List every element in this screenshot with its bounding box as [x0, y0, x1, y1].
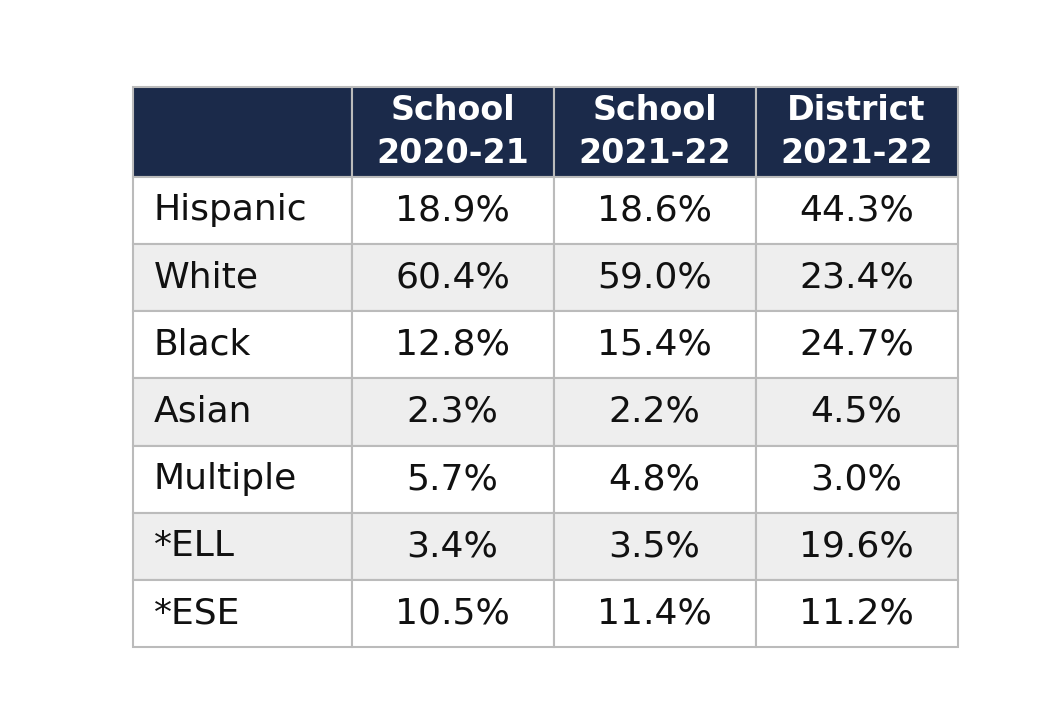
- Bar: [755, 87, 958, 177]
- Bar: [351, 513, 553, 580]
- Text: 5.7%: 5.7%: [406, 462, 498, 496]
- Text: White: White: [153, 260, 259, 294]
- Bar: [351, 311, 553, 378]
- Text: 3.5%: 3.5%: [609, 529, 700, 563]
- Bar: [755, 177, 958, 244]
- Text: 15.4%: 15.4%: [597, 328, 712, 362]
- Bar: [133, 244, 351, 311]
- Bar: [553, 87, 755, 177]
- Bar: [553, 244, 755, 311]
- Text: 10.5%: 10.5%: [395, 596, 510, 630]
- Bar: [351, 580, 553, 647]
- Text: Black: Black: [153, 328, 251, 362]
- Bar: [755, 580, 958, 647]
- Text: 44.3%: 44.3%: [799, 193, 914, 228]
- Text: *ESE: *ESE: [153, 596, 240, 630]
- Bar: [553, 177, 755, 244]
- Bar: [553, 446, 755, 513]
- Text: 4.5%: 4.5%: [811, 395, 902, 429]
- Text: 4.8%: 4.8%: [609, 462, 700, 496]
- Text: 2.3%: 2.3%: [406, 395, 498, 429]
- Text: School
2021-22: School 2021-22: [578, 94, 731, 170]
- Bar: [553, 513, 755, 580]
- Text: 19.6%: 19.6%: [799, 529, 914, 563]
- Bar: [755, 513, 958, 580]
- Bar: [133, 311, 351, 378]
- Text: 24.7%: 24.7%: [799, 328, 914, 362]
- Text: Multiple: Multiple: [153, 462, 297, 496]
- Bar: [351, 87, 553, 177]
- Bar: [553, 580, 755, 647]
- Text: School
2020-21: School 2020-21: [377, 94, 529, 170]
- Bar: [755, 446, 958, 513]
- Text: District
2021-22: District 2021-22: [780, 94, 933, 170]
- Bar: [351, 446, 553, 513]
- Text: 11.2%: 11.2%: [799, 596, 914, 630]
- Text: 59.0%: 59.0%: [597, 260, 712, 294]
- Bar: [133, 513, 351, 580]
- Text: 23.4%: 23.4%: [799, 260, 914, 294]
- Text: 12.8%: 12.8%: [395, 328, 510, 362]
- Text: 3.4%: 3.4%: [406, 529, 498, 563]
- Bar: [351, 244, 553, 311]
- Bar: [133, 580, 351, 647]
- Bar: [553, 311, 755, 378]
- Bar: [755, 244, 958, 311]
- Text: 2.2%: 2.2%: [609, 395, 700, 429]
- Text: Asian: Asian: [153, 395, 252, 429]
- Bar: [553, 378, 755, 446]
- Bar: [133, 378, 351, 446]
- Bar: [755, 311, 958, 378]
- Text: 18.6%: 18.6%: [597, 193, 712, 228]
- Text: 11.4%: 11.4%: [597, 596, 712, 630]
- Bar: [133, 87, 351, 177]
- Text: 60.4%: 60.4%: [395, 260, 510, 294]
- Text: 3.0%: 3.0%: [811, 462, 902, 496]
- Bar: [351, 378, 553, 446]
- Bar: [755, 378, 958, 446]
- Text: *ELL: *ELL: [153, 529, 235, 563]
- Text: Hispanic: Hispanic: [153, 193, 307, 228]
- Bar: [133, 446, 351, 513]
- Bar: [351, 177, 553, 244]
- Text: 18.9%: 18.9%: [395, 193, 510, 228]
- Bar: [133, 177, 351, 244]
